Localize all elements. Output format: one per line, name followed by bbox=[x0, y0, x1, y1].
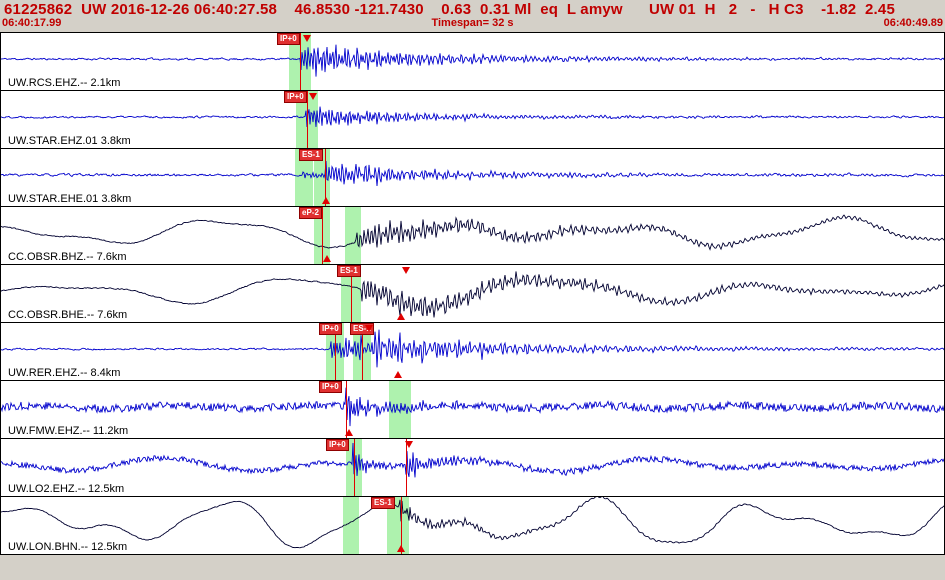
phase-pick-flag[interactable]: IP+0 bbox=[319, 381, 342, 393]
arrival-marker-down-icon[interactable] bbox=[309, 93, 317, 100]
arrival-marker-up-icon[interactable] bbox=[397, 313, 405, 320]
phase-pick-flag[interactable]: IP+0 bbox=[277, 33, 300, 45]
waveform[interactable] bbox=[1, 33, 944, 90]
arrival-marker-up-icon[interactable] bbox=[394, 371, 402, 378]
arrival-marker-down-icon[interactable] bbox=[402, 267, 410, 274]
pick-time-line[interactable] bbox=[322, 207, 323, 264]
arrival-marker-up-icon[interactable] bbox=[345, 429, 353, 436]
time-axis-header: 06:40:17.99 Timespan= 32 s 06:40:49.89 bbox=[0, 17, 945, 29]
trace-label: UW.FMW.EHZ.-- 11.2km bbox=[8, 425, 129, 437]
pick-time-line[interactable] bbox=[406, 439, 407, 496]
arrival-marker-down-icon[interactable] bbox=[365, 325, 373, 332]
phase-pick-flag[interactable]: IP+0 bbox=[284, 91, 307, 103]
waveform[interactable] bbox=[1, 91, 944, 148]
waveform[interactable] bbox=[1, 207, 944, 264]
pick-uncertainty-band bbox=[295, 149, 313, 206]
waveform[interactable] bbox=[1, 149, 944, 206]
pick-time-line[interactable] bbox=[300, 33, 301, 90]
trace-label: CC.OBSR.BHE.-- 7.6km bbox=[8, 309, 128, 321]
pick-time-line[interactable] bbox=[346, 381, 347, 438]
waveform[interactable] bbox=[1, 265, 944, 322]
pick-time-line[interactable] bbox=[325, 149, 326, 206]
pick-uncertainty-band bbox=[345, 207, 361, 264]
phase-pick-flag[interactable]: eP-2 bbox=[299, 207, 322, 219]
phase-pick-flag[interactable]: IP+0 bbox=[319, 323, 342, 335]
trace-panel: IP+0 ES-1 UW.RER.EHZ.-- 8.4km bbox=[1, 323, 944, 381]
trace-panel: IP+0 UW.STAR.EHZ.01 3.8km bbox=[1, 91, 944, 149]
arrival-marker-down-icon[interactable] bbox=[303, 35, 311, 42]
arrival-marker-down-icon[interactable] bbox=[405, 441, 413, 448]
arrival-marker-up-icon[interactable] bbox=[397, 545, 405, 552]
waveform[interactable] bbox=[1, 497, 944, 554]
trace-panels-container: IP+0 UW.RCS.EHZ.-- 2.1km IP+0 UW.STAR.EHZ.0… bbox=[0, 32, 945, 555]
pick-time-line[interactable] bbox=[401, 497, 402, 554]
window-end-time: 06:40:49.89 bbox=[883, 17, 943, 29]
pick-uncertainty-band bbox=[343, 497, 359, 554]
arrival-marker-up-icon[interactable] bbox=[322, 197, 330, 204]
bottom-strip bbox=[0, 555, 945, 580]
timespan-label: Timespan= 32 s bbox=[431, 17, 514, 29]
trace-label: UW.RCS.EHZ.-- 2.1km bbox=[8, 77, 121, 89]
trace-label: UW.STAR.EHE.01 3.8km bbox=[8, 193, 132, 205]
trace-label: UW.RER.EHZ.-- 8.4km bbox=[8, 367, 121, 379]
phase-pick-flag[interactable]: IP+0 bbox=[326, 439, 349, 451]
phase-pick-flag[interactable]: ES-1 bbox=[299, 149, 323, 161]
trace-label: UW.LON.BHN.-- 12.5km bbox=[8, 541, 128, 553]
event-summary-line: 61225862 UW 2016-12-26 06:40:27.58 46.85… bbox=[4, 1, 896, 18]
pick-time-line[interactable] bbox=[362, 323, 363, 380]
waveform[interactable] bbox=[1, 323, 944, 380]
trace-panel: ES-1 UW.STAR.EHE.01 3.8km bbox=[1, 149, 944, 207]
trace-panel: IP+0 UW.RCS.EHZ.-- 2.1km bbox=[1, 33, 944, 91]
trace-panel: eP-2 CC.OBSR.BHZ.-- 7.6km bbox=[1, 207, 944, 265]
pick-uncertainty-band bbox=[387, 497, 409, 554]
trace-label: UW.LO2.EHZ.-- 12.5km bbox=[8, 483, 125, 495]
phase-pick-flag[interactable]: ES-1 bbox=[371, 497, 395, 509]
arrival-marker-up-icon[interactable] bbox=[323, 255, 331, 262]
window-start-time: 06:40:17.99 bbox=[2, 17, 62, 29]
pick-time-line[interactable] bbox=[354, 439, 355, 496]
trace-panel: IP+0 UW.FMW.EHZ.-- 11.2km bbox=[1, 381, 944, 439]
waveform[interactable] bbox=[1, 381, 944, 438]
trace-panel: IP+0 UW.LO2.EHZ.-- 12.5km bbox=[1, 439, 944, 497]
header: 61225862 UW 2016-12-26 06:40:27.58 46.85… bbox=[0, 0, 945, 32]
trace-label: CC.OBSR.BHZ.-- 7.6km bbox=[8, 251, 127, 263]
trace-panel: ES-1 CC.OBSR.BHE.-- 7.6km bbox=[1, 265, 944, 323]
waveform[interactable] bbox=[1, 439, 944, 496]
trace-label: UW.STAR.EHZ.01 3.8km bbox=[8, 135, 131, 147]
phase-pick-flag[interactable]: ES-1 bbox=[337, 265, 361, 277]
pick-time-line[interactable] bbox=[307, 91, 308, 148]
pick-time-line[interactable] bbox=[335, 323, 336, 380]
trace-panel: ES-1 UW.LON.BHN.-- 12.5km bbox=[1, 497, 944, 555]
pick-time-line[interactable] bbox=[351, 265, 352, 322]
